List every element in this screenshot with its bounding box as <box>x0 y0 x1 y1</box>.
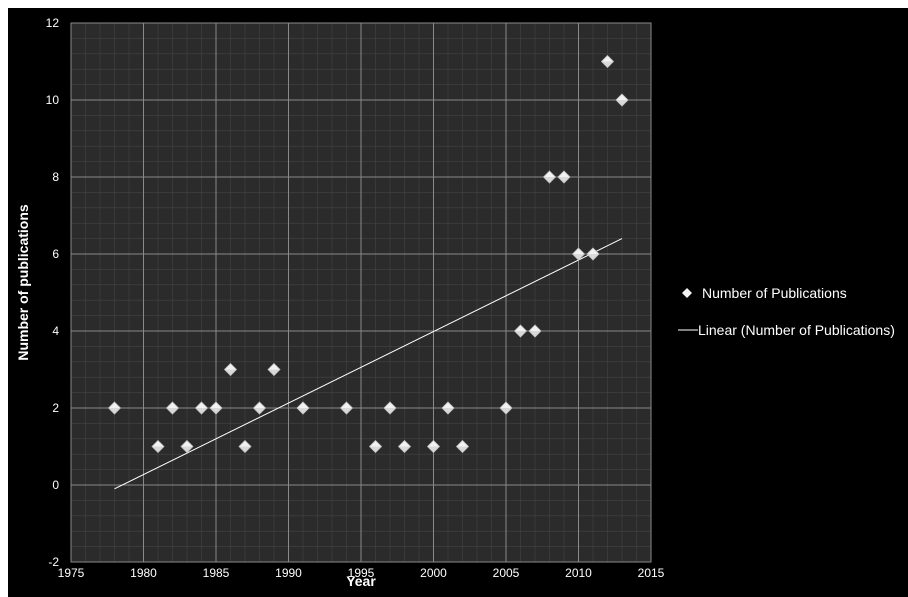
x-tick-label: 2000 <box>420 566 447 580</box>
data-point-shade <box>442 408 454 414</box>
y-tick-label: 10 <box>46 93 60 107</box>
data-point-shade <box>601 61 614 68</box>
data-point <box>426 439 441 454</box>
data-point-shade <box>398 446 411 453</box>
data-point <box>180 439 194 454</box>
data-point-shade <box>340 408 353 414</box>
x-tick-label: 2005 <box>493 566 520 580</box>
x-tick-label: 1995 <box>348 566 375 580</box>
y-tick-labels: -2 0 2 4 6 8 10 12 <box>46 16 60 569</box>
data-point-shade <box>529 331 541 337</box>
x-tick-label: 2010 <box>565 566 592 580</box>
data-point <box>557 170 571 184</box>
data-point-shade <box>572 254 585 260</box>
data-point-shade <box>427 446 440 453</box>
data-point-shade <box>384 408 396 414</box>
data-point <box>383 401 397 415</box>
data-point <box>513 324 528 338</box>
data-point <box>223 362 238 377</box>
y-tick-label: 2 <box>52 401 59 415</box>
data-point-shade <box>166 408 179 414</box>
plot-border <box>70 22 652 563</box>
data-point-shade <box>210 408 222 414</box>
legend: Number of Publications Linear (Number of… <box>678 285 895 338</box>
data-point <box>339 401 354 415</box>
trendline-segment <box>114 238 623 490</box>
data-point-shade <box>456 446 469 453</box>
data-point <box>542 170 557 184</box>
data-point <box>615 93 629 107</box>
data-point <box>397 439 412 454</box>
data-point-shade <box>239 446 251 453</box>
scatter-chart: 1975 1980 1985 1990 1995 2000 2005 2010 2015 -2 0… <box>15 16 895 589</box>
data-point-shade <box>616 100 628 106</box>
legend-marker-diamond <box>682 288 692 298</box>
legend-label-publications: Number of Publications <box>702 285 847 301</box>
y-tick-label: 8 <box>52 170 59 184</box>
data-point <box>586 247 600 261</box>
y-axis-title: Number of publications <box>15 204 31 361</box>
data-point <box>368 439 383 454</box>
data-point-shade <box>108 408 121 414</box>
legend-label-linear: Linear (Number of Publications) <box>698 322 895 338</box>
data-point-shade <box>297 408 309 414</box>
data-point-shade <box>369 446 382 453</box>
data-point <box>600 54 615 69</box>
data-point-shade <box>181 446 193 453</box>
y-tick-label: -2 <box>48 555 59 569</box>
x-tick-labels: 1975 1980 1985 1990 1995 2000 2005 2010 2015 <box>58 566 665 580</box>
y-tick-label: 6 <box>52 247 59 261</box>
y-tick-label: 0 <box>52 478 59 492</box>
y-tick-label: 12 <box>46 16 60 30</box>
data-point-shade <box>558 177 570 183</box>
data-point <box>296 401 310 415</box>
data-points <box>107 54 629 454</box>
data-point-shade <box>224 369 237 376</box>
data-point-shade <box>268 369 280 376</box>
data-point <box>107 401 122 415</box>
x-tick-label: 1990 <box>275 566 302 580</box>
chart-frame: 1975 1980 1985 1990 1995 2000 2005 2010 2015 -2 0… <box>8 8 908 597</box>
x-tick-label: 1980 <box>130 566 157 580</box>
x-tick-label: 1975 <box>58 566 85 580</box>
data-point-shade <box>152 446 164 453</box>
x-tick-label: 2015 <box>638 566 665 580</box>
data-point-shade <box>587 254 599 260</box>
data-point <box>441 401 455 415</box>
trendline <box>114 238 623 490</box>
data-point-shade <box>514 331 527 337</box>
data-point <box>528 324 542 338</box>
y-tick-label: 4 <box>52 324 59 338</box>
data-point <box>151 439 165 454</box>
x-tick-label: 1985 <box>203 566 230 580</box>
data-point <box>571 247 586 261</box>
data-point <box>267 362 281 377</box>
data-point-shade <box>253 408 266 414</box>
data-point <box>165 401 180 415</box>
data-point <box>209 401 223 415</box>
data-point <box>455 439 470 454</box>
x-axis-title: Year <box>346 573 376 589</box>
data-point <box>252 401 267 415</box>
data-point-shade <box>543 177 556 183</box>
data-point <box>499 401 513 415</box>
data-point <box>238 439 252 454</box>
data-point <box>194 401 209 415</box>
data-point-shade <box>500 408 512 414</box>
data-point-shade <box>195 408 208 414</box>
